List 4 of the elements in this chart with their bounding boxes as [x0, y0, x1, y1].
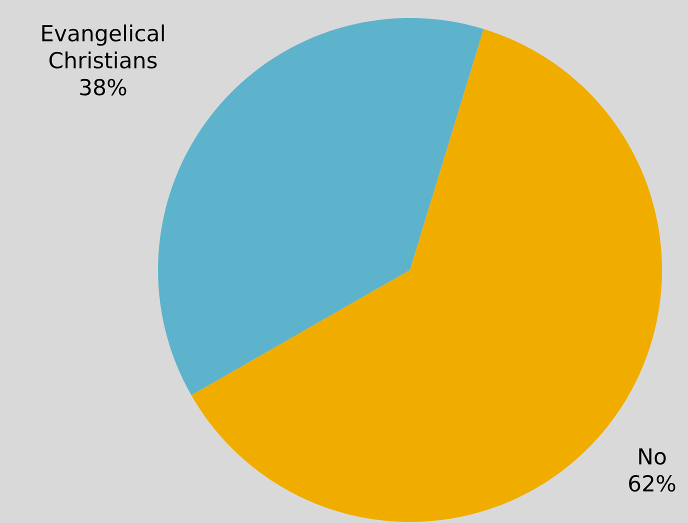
slice-label: No: [639, 448, 666, 465]
data-label: 38%: [80, 78, 126, 96]
data-label: 62%: [629, 475, 676, 492]
slice-label: Evangelical Christians: [42, 24, 164, 69]
